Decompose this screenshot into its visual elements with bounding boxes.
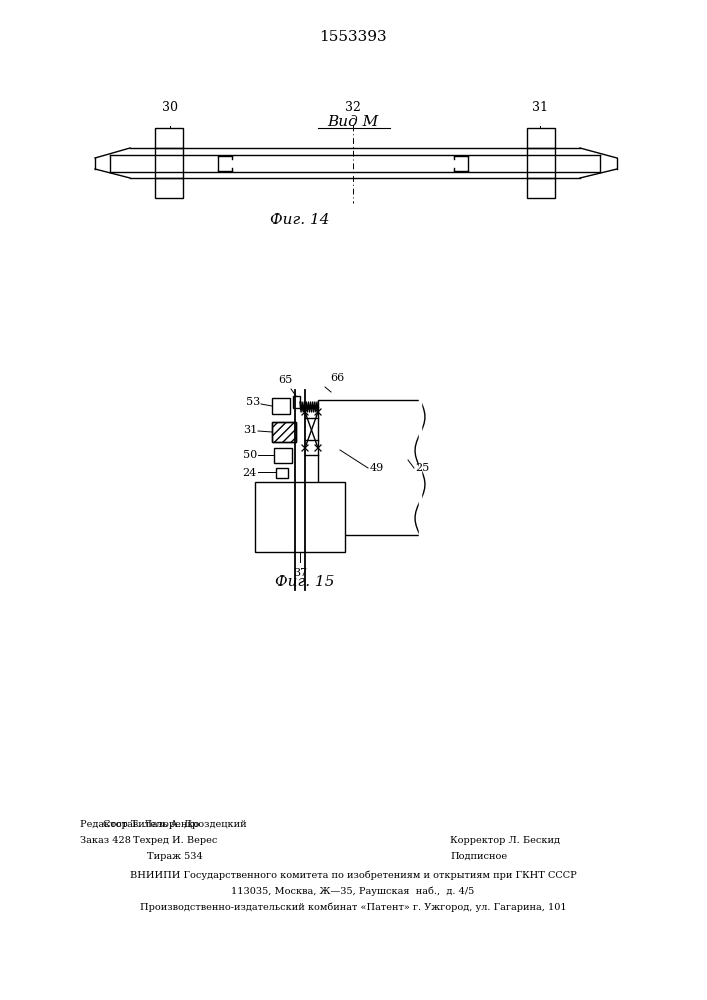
Bar [155, 178, 183, 198]
Text: Тираж 534: Тираж 534 [147, 852, 203, 861]
Text: Подписное: Подписное [450, 852, 507, 861]
Text: 53: 53 [246, 397, 260, 407]
Text: Корректор Л. Бескид: Корректор Л. Бескид [450, 836, 560, 845]
Bar [318, 400, 420, 535]
Bar [272, 422, 296, 442]
Bar [293, 396, 300, 408]
Bar [527, 178, 555, 198]
Bar [272, 398, 290, 414]
Bar [155, 128, 183, 148]
Text: Техред И. Верес: Техред И. Верес [133, 836, 217, 845]
Bar [272, 422, 296, 442]
Text: Производственно-издательский комбинат «Патент» г. Ужгород, ул. Гагарина, 101: Производственно-издательский комбинат «П… [140, 902, 566, 912]
Text: Фиг. 14: Фиг. 14 [270, 213, 329, 227]
Text: Фиг. 15: Фиг. 15 [275, 575, 334, 589]
Text: 50: 50 [243, 450, 257, 460]
Text: 113035, Москва, Ж—35, Раушская  наб.,  д. 4/5: 113035, Москва, Ж—35, Раушская наб., д. … [231, 886, 474, 896]
Text: 65: 65 [278, 375, 292, 385]
Text: 24: 24 [243, 468, 257, 478]
Text: 31: 31 [243, 425, 257, 435]
Text: Составитель А. Дроздецкий: Составитель А. Дроздецкий [103, 820, 247, 829]
Bar [255, 482, 345, 552]
Bar [527, 128, 555, 148]
Text: 32: 32 [345, 101, 361, 114]
Text: Заказ 428: Заказ 428 [80, 836, 131, 845]
Text: 25: 25 [415, 463, 429, 473]
Bar [276, 468, 288, 478]
Text: 31: 31 [532, 101, 548, 114]
Text: ВНИИПИ Государственного комитета по изобретениям и открытиям при ГКНТ СССР: ВНИИПИ Государственного комитета по изоб… [129, 870, 576, 880]
Text: 1553393: 1553393 [319, 30, 387, 44]
Text: 66: 66 [330, 373, 344, 383]
Bar [274, 448, 292, 463]
Text: Редактор Т. Лазоренко: Редактор Т. Лазоренко [80, 820, 199, 829]
Text: 30: 30 [162, 101, 178, 114]
Text: Вид М: Вид М [327, 115, 379, 129]
Text: 37: 37 [293, 568, 307, 578]
Text: 49: 49 [370, 463, 384, 473]
